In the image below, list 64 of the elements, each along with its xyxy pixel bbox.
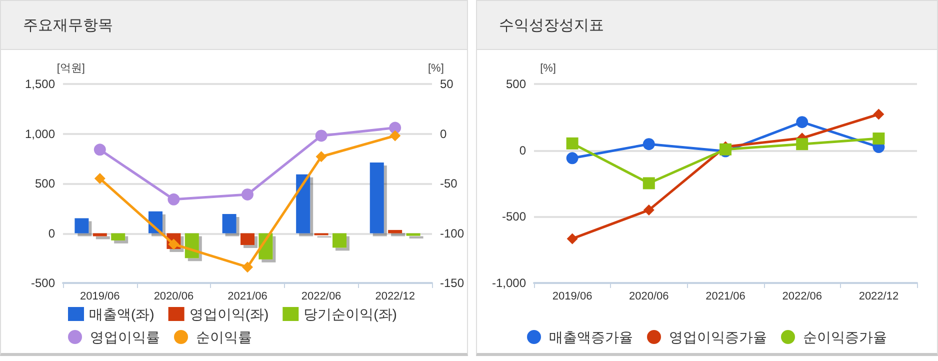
bar [74, 218, 89, 234]
legend-label: 당기순이익(좌) [304, 306, 397, 322]
y2-tick-label: -150 [440, 276, 464, 290]
legend-label: 영업이익증가율 [669, 329, 767, 345]
x-tick-label: 2021/06 [706, 290, 746, 302]
legend-label: 영업이익(좌) [189, 306, 269, 322]
point [315, 130, 328, 142]
y-tick-label: -500 [30, 276, 56, 290]
y-tick-label: 500 [34, 176, 56, 190]
x-tick-label: 2021/06 [228, 290, 268, 302]
x-tick-label: 2020/06 [629, 290, 669, 302]
y-tick-label: 0 [48, 226, 56, 240]
x-tick-label: 2020/06 [154, 290, 194, 302]
legend-label: 순이익률 [196, 329, 252, 345]
bar [370, 162, 384, 234]
point [242, 188, 254, 200]
legend-label: 매출액증가율 [549, 329, 633, 345]
point [642, 138, 655, 150]
point [642, 177, 655, 190]
y2-axis-title: [%] [428, 62, 444, 74]
point [168, 193, 180, 206]
point [94, 173, 106, 184]
legend-label: 매출액(좌) [89, 306, 154, 322]
point [94, 144, 106, 156]
y2-tick-label: 0 [440, 126, 447, 141]
point [316, 151, 327, 162]
legend-label: 순이익증가율 [803, 329, 887, 345]
x-tick-label: 2019/06 [80, 290, 120, 302]
x-tick-label: 2019/06 [552, 290, 592, 302]
y-axis-title: [억원] [56, 62, 85, 74]
y-tick-label: -1,000 [492, 276, 526, 290]
point [796, 138, 808, 150]
point [796, 116, 808, 128]
y-tick-label: 0 [519, 143, 526, 158]
bar [296, 174, 310, 234]
bar [240, 233, 254, 245]
y-tick-label: 1,500 [24, 77, 56, 91]
y-tick-label: 1,000 [24, 126, 56, 141]
bar [111, 233, 126, 240]
y-tick-label: 500 [506, 77, 526, 91]
legend-label: 영업이익률 [90, 329, 160, 345]
x-tick-label: 2022/12 [858, 290, 899, 302]
point [566, 152, 578, 164]
chart-title: 수익성장성지표 [477, 1, 937, 50]
y2-tick-label: -100 [440, 226, 464, 240]
bar [332, 233, 346, 248]
y-axis-title: [%] [540, 62, 556, 74]
x-tick-label: 2022/06 [782, 290, 822, 302]
chart-title: 주요재무항목 [1, 1, 467, 50]
bar [406, 233, 420, 236]
point [873, 108, 884, 120]
point [390, 130, 401, 142]
point [643, 204, 654, 216]
point [566, 137, 578, 150]
y2-tick-label: -50 [440, 176, 458, 190]
bar [388, 230, 402, 234]
point [566, 233, 578, 244]
point [872, 132, 885, 145]
x-tick-label: 2022/06 [301, 290, 342, 302]
bar [222, 214, 236, 234]
y-tick-label: -500 [502, 210, 526, 224]
y2-tick-label: 50 [440, 77, 454, 91]
x-tick-label: 2022/12 [375, 290, 415, 302]
point [242, 262, 253, 273]
